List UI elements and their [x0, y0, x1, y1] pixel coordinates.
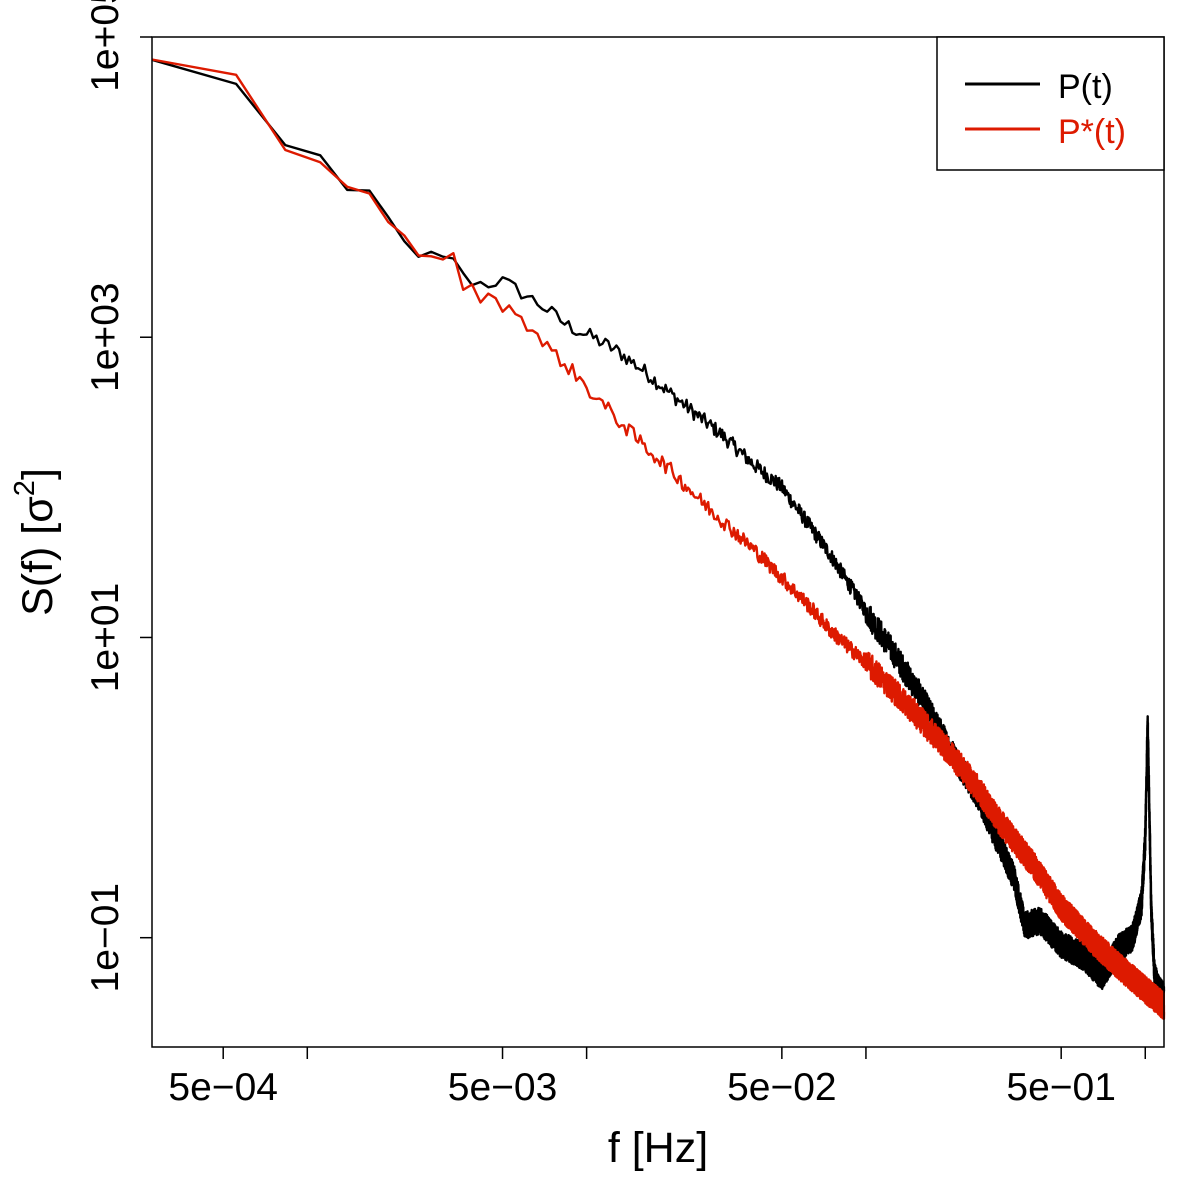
- legend: P(t) P*(t): [936, 36, 1165, 171]
- sigma-symbol: σ: [14, 496, 62, 523]
- legend-label-pstar: P*(t): [1058, 113, 1126, 151]
- x-tick-label: 5e−02: [727, 1066, 837, 1109]
- series-line-pstar: [151, 58, 1166, 1021]
- series-line-p: [151, 58, 1166, 1012]
- x-tick-label: 5e−01: [1006, 1066, 1116, 1109]
- y-tick-label: 1e+03: [84, 282, 127, 392]
- x-axis-label: f [Hz]: [608, 1124, 708, 1172]
- legend-box: [936, 36, 1165, 171]
- x-tick-label: 5e−04: [168, 1066, 278, 1109]
- x-tick-label: 5e−03: [448, 1066, 558, 1109]
- superscript-two: 2: [9, 480, 41, 496]
- plot-frame: [151, 36, 1165, 1048]
- series-layer: [151, 58, 1166, 1021]
- y-axis-label: S(f) [σ2]: [9, 468, 62, 616]
- axis-layer: 5e−04 5e−03 5e−02 5e−01 1e+05 1e+03 1e+01 1e−01: [84, 0, 1147, 1109]
- y-tick-label: 1e+01: [84, 583, 127, 693]
- y-tick-label: 1e−01: [84, 883, 127, 993]
- y-tick-label: 1e+05: [84, 0, 127, 92]
- legend-label-p: P(t): [1058, 68, 1113, 106]
